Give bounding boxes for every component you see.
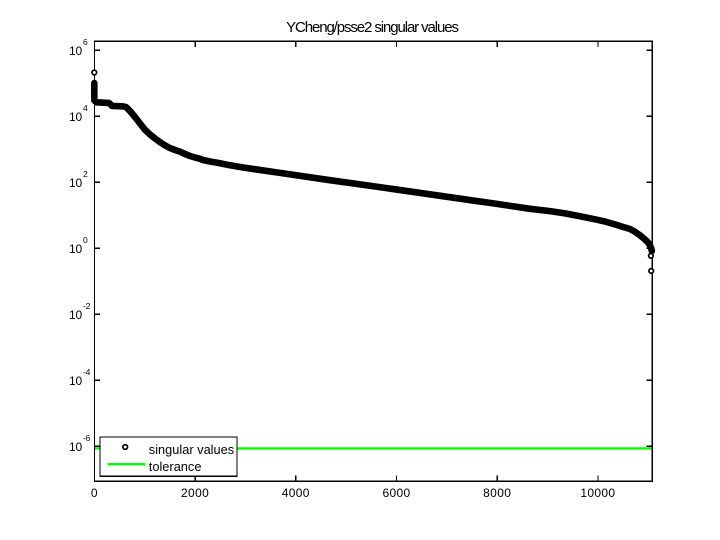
svg-text:10: 10 bbox=[69, 110, 82, 124]
svg-text:8000: 8000 bbox=[483, 486, 511, 500]
svg-text:10000: 10000 bbox=[580, 486, 615, 500]
svg-text:YCheng/psse2 singular values: YCheng/psse2 singular values bbox=[286, 19, 458, 36]
svg-text:10: 10 bbox=[69, 44, 82, 58]
svg-text:-4: -4 bbox=[83, 367, 91, 377]
svg-text:10: 10 bbox=[69, 440, 82, 454]
svg-text:4: 4 bbox=[83, 103, 88, 113]
svg-text:10: 10 bbox=[69, 374, 82, 388]
svg-text:-6: -6 bbox=[83, 433, 91, 443]
svg-text:2000: 2000 bbox=[181, 486, 209, 500]
svg-text:-2: -2 bbox=[83, 301, 91, 311]
svg-text:2: 2 bbox=[83, 169, 88, 179]
svg-text:6: 6 bbox=[83, 37, 88, 47]
svg-text:singular values: singular values bbox=[149, 442, 234, 457]
svg-text:tolerance: tolerance bbox=[149, 459, 202, 474]
svg-text:10: 10 bbox=[69, 308, 82, 322]
svg-text:10: 10 bbox=[69, 242, 82, 256]
svg-text:6000: 6000 bbox=[382, 486, 410, 500]
svg-text:10: 10 bbox=[69, 176, 82, 190]
svg-text:4000: 4000 bbox=[282, 486, 310, 500]
svg-text:0: 0 bbox=[83, 235, 88, 245]
svg-text:0: 0 bbox=[91, 486, 98, 500]
